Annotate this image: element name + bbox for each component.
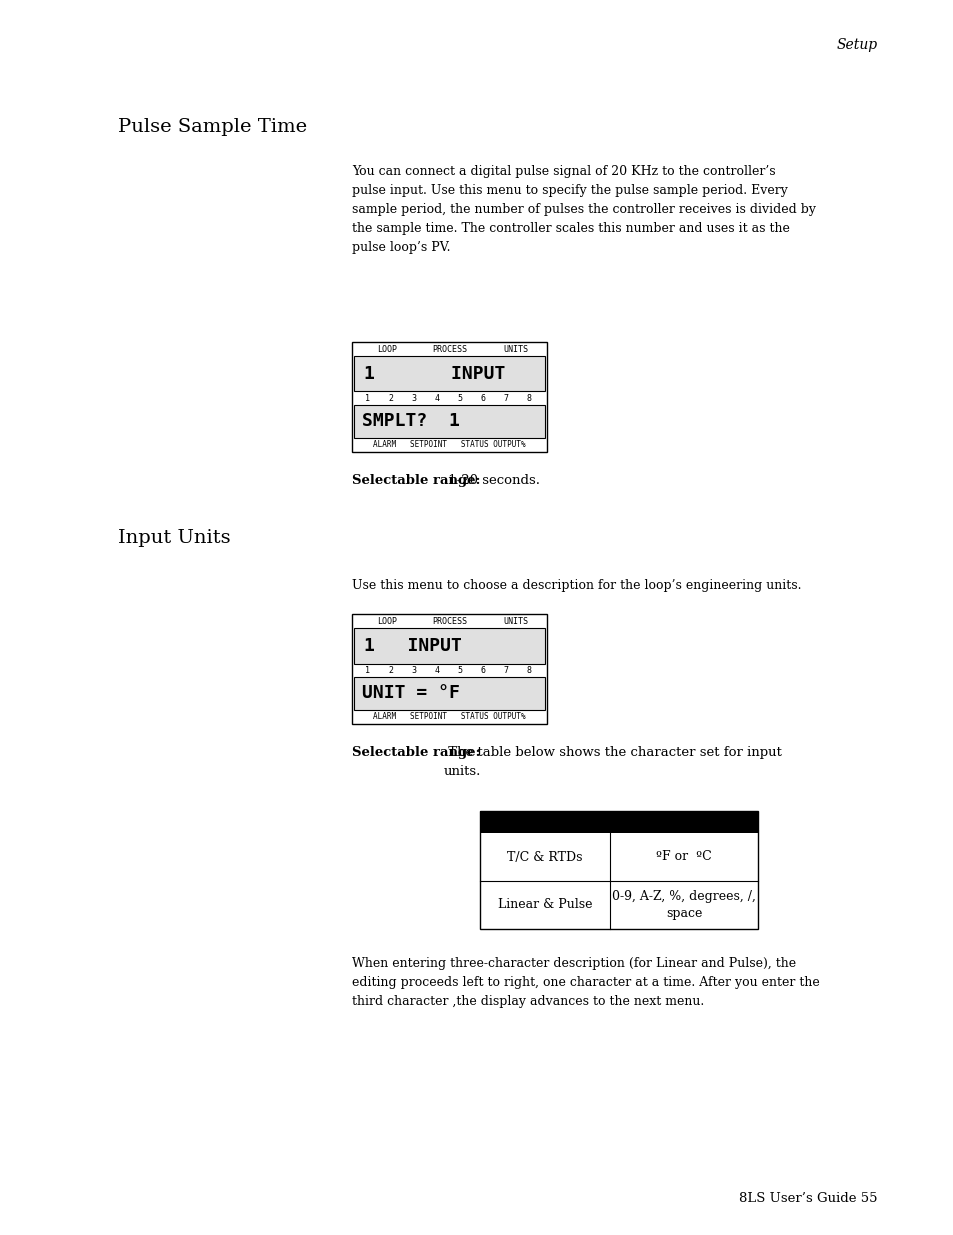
Text: T/C & RTDs: T/C & RTDs — [507, 851, 582, 863]
Bar — [352, 614, 546, 724]
Text: 0-9, A-Z, %, degrees, /,
space: 0-9, A-Z, %, degrees, /, space — [612, 890, 755, 920]
Bar — [354, 405, 544, 437]
Text: 3: 3 — [411, 394, 416, 403]
Text: 5: 5 — [456, 666, 461, 674]
Text: 8LS User’s Guide 55: 8LS User’s Guide 55 — [739, 1192, 877, 1205]
Text: 7: 7 — [502, 394, 508, 403]
Text: 1-20 seconds.: 1-20 seconds. — [443, 474, 539, 487]
Text: 2: 2 — [388, 666, 393, 674]
Text: You can connect a digital pulse signal of 20 KHz to the controller’s
pulse input: You can connect a digital pulse signal o… — [352, 165, 815, 254]
Text: Input Units: Input Units — [118, 529, 231, 547]
Bar — [354, 677, 544, 710]
Text: 1   INPUT: 1 INPUT — [363, 637, 461, 655]
Text: 2: 2 — [388, 394, 393, 403]
Text: 6: 6 — [479, 666, 485, 674]
Text: ºF or  ºC: ºF or ºC — [656, 851, 711, 863]
Text: 7: 7 — [502, 666, 508, 674]
Text: Linear & Pulse: Linear & Pulse — [497, 899, 592, 911]
Text: 6: 6 — [479, 394, 485, 403]
Text: 3: 3 — [411, 666, 416, 674]
Text: 4: 4 — [434, 394, 438, 403]
Text: The table below shows the character set for input
units.: The table below shows the character set … — [443, 746, 781, 778]
Text: When entering three-character description (for Linear and Pulse), the
editing pr: When entering three-character descriptio… — [352, 957, 819, 1008]
Text: LOOP: LOOP — [376, 616, 396, 626]
Text: Selectable range:: Selectable range: — [352, 474, 480, 487]
Text: UNITS: UNITS — [503, 345, 528, 353]
Bar — [352, 342, 546, 452]
Text: 1: 1 — [365, 394, 370, 403]
Text: Use this menu to choose a description for the loop’s engineering units.: Use this menu to choose a description fo… — [352, 579, 801, 592]
Text: UNIT = °F: UNIT = °F — [361, 684, 459, 703]
Text: SMPLT?  1: SMPLT? 1 — [361, 412, 459, 430]
Text: UNITS: UNITS — [503, 616, 528, 626]
Text: Pulse Sample Time: Pulse Sample Time — [118, 119, 307, 136]
Bar — [354, 357, 544, 391]
Bar — [479, 811, 758, 832]
Text: ALARM   SETPOINT   STATUS OUTPUT%: ALARM SETPOINT STATUS OUTPUT% — [373, 441, 525, 450]
Text: 1: 1 — [365, 666, 370, 674]
Text: 1       INPUT: 1 INPUT — [363, 364, 504, 383]
Text: PROCESS: PROCESS — [432, 616, 467, 626]
Text: 8: 8 — [526, 666, 531, 674]
Text: 4: 4 — [434, 666, 438, 674]
Text: 8: 8 — [526, 394, 531, 403]
Bar — [354, 629, 544, 663]
Bar — [479, 811, 758, 929]
Text: 5: 5 — [456, 394, 461, 403]
Text: Setup: Setup — [836, 38, 877, 52]
Text: ALARM   SETPOINT   STATUS OUTPUT%: ALARM SETPOINT STATUS OUTPUT% — [373, 713, 525, 721]
Text: LOOP: LOOP — [376, 345, 396, 353]
Text: Selectable range:: Selectable range: — [352, 746, 480, 760]
Text: PROCESS: PROCESS — [432, 345, 467, 353]
